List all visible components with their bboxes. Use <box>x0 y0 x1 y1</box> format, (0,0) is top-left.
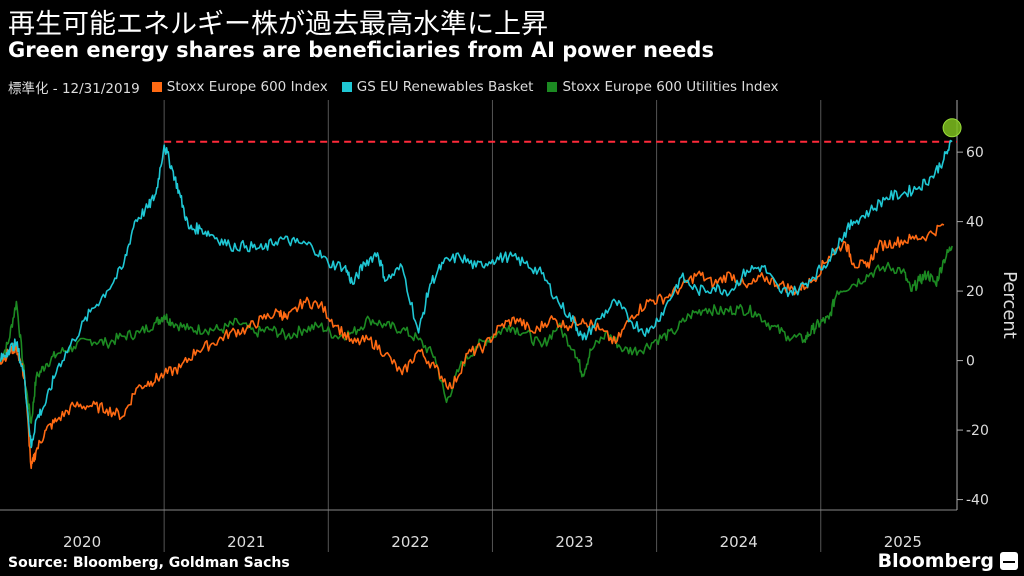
x-tick-label: 2021 <box>227 533 265 551</box>
record-high-marker <box>942 118 962 138</box>
x-tick-label: 2020 <box>63 533 101 551</box>
series-line-stoxx-europe-600-index <box>0 223 945 470</box>
y-axis-title: Percent <box>999 271 1020 339</box>
bloomberg-logo: Bloomberg <box>877 550 994 572</box>
x-tick-label: 2023 <box>555 533 593 551</box>
series-layer <box>0 118 962 470</box>
x-tick-label: 2024 <box>720 533 758 551</box>
series-line-gs-eu-renewables-basket <box>0 139 953 449</box>
legend-label-renewables: GS EU Renewables Basket <box>356 79 534 95</box>
bloomberg-mark-icon <box>1000 552 1018 570</box>
x-tick-label: 2022 <box>391 533 429 551</box>
x-tick-label: 2025 <box>884 533 922 551</box>
source-note: Source: Bloomberg, Goldman Sachs <box>8 555 290 571</box>
legend-swatch-utilities <box>547 82 558 92</box>
legend-swatch-renewables <box>341 82 352 92</box>
legend-swatch-stoxx600 <box>151 82 162 92</box>
y-tick-label: -40 <box>966 493 989 509</box>
grid-layer <box>0 100 958 552</box>
y-tick-label: 0 <box>966 354 975 370</box>
legend-label-stoxx600: Stoxx Europe 600 Index <box>166 79 328 95</box>
axis-layer: 60 40 20 0 -20 -40 Percent 2020 2021 2022 2023 2024… <box>63 145 1020 551</box>
chart-title-english: Green energy shares are beneficiaries fr… <box>8 38 714 62</box>
y-tick-label: 60 <box>966 145 984 161</box>
legend-label-utilities: Stoxx Europe 600 Utilities Index <box>562 79 779 95</box>
y-tick-label: 40 <box>966 215 984 231</box>
series-line-stoxx-europe-600-utilities-index <box>0 245 953 424</box>
chart-legend: 標準化 - 12/31/2019 Stoxx Europe 600 Index … <box>8 77 779 97</box>
chart-title-japanese: 再生可能エネルギー株が過去最高水準に上昇 <box>8 9 548 40</box>
legend-note: 標準化 - 12/31/2019 <box>8 81 140 97</box>
y-tick-label: 20 <box>966 284 984 300</box>
y-tick-label: -20 <box>966 423 989 439</box>
